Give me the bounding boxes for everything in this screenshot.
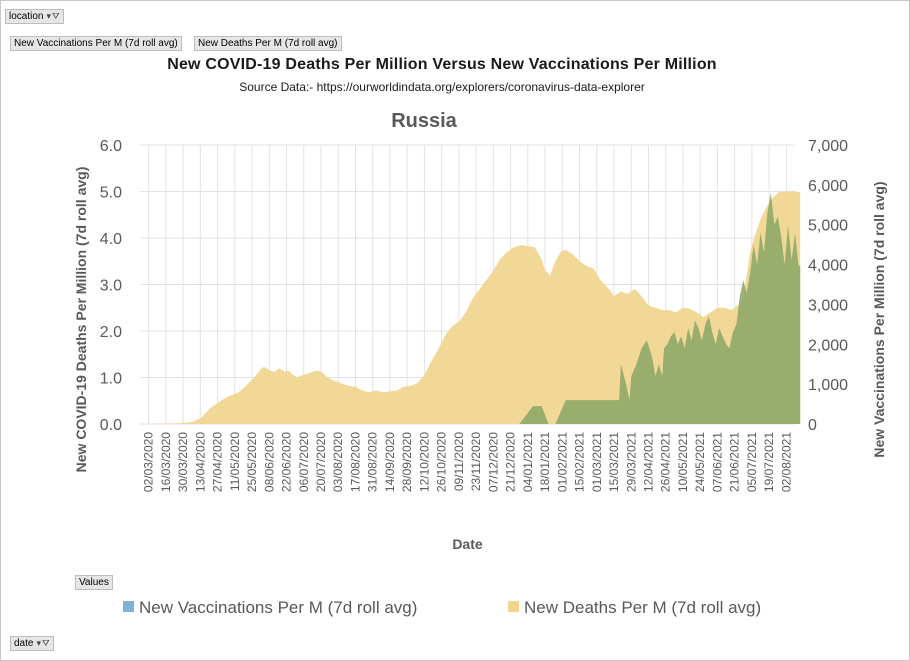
dropdown-arrow-icon: ▾ — [36, 638, 41, 648]
values-button-label: Values — [79, 577, 109, 588]
x-tick-label: 07/12/2020 — [486, 432, 500, 492]
x-tick-label: 08/06/2020 — [262, 432, 276, 492]
x-tick-label: 06/07/2020 — [297, 432, 311, 492]
x-tick-label: 11/05/2020 — [228, 432, 242, 491]
legend-swatch-vaccinations — [123, 601, 134, 613]
location-filter-button[interactable]: location ▾⛛ — [5, 9, 64, 24]
x-tick-label: 09/11/2020 — [452, 432, 466, 491]
y-right-tick-label: 1,000 — [808, 377, 848, 394]
y-left-tick-label: 6.0 — [100, 138, 122, 155]
date-field-button[interactable]: date ▾⛛ — [10, 636, 54, 651]
x-tick-label: 18/01/2021 — [538, 432, 552, 492]
y-left-tick-label: 4.0 — [100, 231, 122, 248]
chart-main-title: New COVID-19 Deaths Per Million Versus N… — [167, 56, 717, 73]
x-tick-label: 26/04/2021 — [659, 432, 673, 492]
date-field-label: date — [14, 638, 34, 649]
x-tick-label: 13/04/2020 — [193, 432, 207, 492]
legend-item-vaccinations: New Vaccinations Per M (7d roll avg) — [123, 598, 417, 618]
x-tick-label: 10/05/2021 — [676, 432, 690, 492]
x-tick-label: 26/10/2020 — [435, 432, 449, 492]
field-button-vaccinations[interactable]: New Vaccinations Per M (7d roll avg) — [10, 36, 182, 51]
x-tick-label: 16/03/2020 — [159, 432, 173, 492]
x-axis-title: Date — [452, 536, 483, 552]
x-tick-label: 07/06/2021 — [710, 432, 724, 492]
y-right-tick-label: 2,000 — [808, 337, 848, 354]
y-left-tick-label: 0.0 — [100, 417, 122, 434]
x-tick-label: 05/07/2021 — [745, 432, 759, 492]
x-tick-label: 30/03/2020 — [176, 432, 190, 492]
x-tick-label: 04/01/2021 — [521, 432, 535, 492]
x-tick-label: 25/05/2020 — [245, 432, 259, 492]
x-tick-label: 03/08/2020 — [331, 432, 345, 492]
x-tick-label: 28/09/2020 — [400, 432, 414, 492]
x-tick-label: 24/05/2021 — [693, 432, 707, 492]
x-tick-label: 01/03/2021 — [590, 432, 604, 492]
filter-funnel-icon: ⛛ — [52, 11, 60, 21]
x-tick-label: 29/03/2021 — [624, 432, 638, 492]
series-area-vaccinations — [148, 192, 801, 424]
x-tick-label: 21/06/2021 — [728, 432, 742, 492]
chart-subtitle: Source Data:- https://ourworldindata.org… — [239, 80, 645, 94]
values-button[interactable]: Values — [75, 575, 113, 590]
x-tick-label: 12/04/2021 — [641, 432, 655, 492]
x-tick-label: 15/02/2021 — [573, 432, 587, 492]
x-tick-label: 02/08/2021 — [779, 432, 793, 492]
y-left-tick-label: 5.0 — [100, 185, 122, 202]
x-tick-label: 12/10/2020 — [417, 432, 431, 492]
y-left-tick-label: 1.0 — [100, 371, 122, 388]
y-right-axis-title: New Vaccinations Per Million (7d roll av… — [871, 181, 887, 457]
legend-swatch-deaths — [508, 601, 519, 613]
y-left-axis-title: New COVID-19 Deaths Per Million (7d roll… — [73, 167, 89, 473]
field-button-deaths-label: New Deaths Per M (7d roll avg) — [198, 38, 338, 49]
y-right-tick-label: 5,000 — [808, 218, 848, 235]
x-tick-label: 14/09/2020 — [383, 432, 397, 492]
filter-funnel-icon: ⛛ — [42, 638, 50, 648]
x-tick-label: 21/12/2020 — [504, 432, 518, 492]
legend-label-deaths: New Deaths Per M (7d roll avg) — [524, 598, 762, 617]
dropdown-arrow-icon: ▾ — [46, 11, 51, 21]
x-tick-label: 01/02/2021 — [555, 432, 569, 492]
location-filter-label: location — [9, 11, 44, 22]
field-button-deaths[interactable]: New Deaths Per M (7d roll avg) — [194, 36, 342, 51]
y-right-tick-label: 6,000 — [808, 178, 848, 195]
y-right-tick-label: 3,000 — [808, 297, 848, 314]
chart-country-title: Russia — [391, 110, 457, 132]
x-tick-label: 19/07/2021 — [762, 432, 776, 492]
field-button-vaccinations-label: New Vaccinations Per M (7d roll avg) — [14, 38, 178, 49]
y-left-tick-label: 2.0 — [100, 324, 122, 341]
x-tick-label: 15/03/2021 — [607, 432, 621, 492]
legend-item-deaths: New Deaths Per M (7d roll avg) — [508, 598, 761, 618]
x-tick-label: 31/08/2020 — [366, 432, 380, 492]
y-right-tick-label: 4,000 — [808, 258, 848, 275]
x-tick-label: 23/11/2020 — [469, 432, 483, 491]
x-tick-label: 17/08/2020 — [348, 432, 362, 492]
y-right-tick-label: 0 — [808, 417, 817, 434]
x-tick-label: 20/07/2020 — [314, 432, 328, 492]
y-left-tick-label: 3.0 — [100, 278, 122, 295]
plot-area: 0.0 1.0 2.0 3.0 4.0 5.0 6.0 0 1,000 2,000 3,000 4,0… — [73, 138, 887, 552]
legend-label-vaccinations: New Vaccinations Per M (7d roll avg) — [139, 598, 418, 617]
y-right-tick-label: 7,000 — [808, 138, 848, 155]
x-tick-label: 22/06/2020 — [280, 432, 294, 492]
x-tick-label: 27/04/2020 — [211, 432, 225, 492]
x-tick-label: 02/03/2020 — [142, 432, 156, 492]
